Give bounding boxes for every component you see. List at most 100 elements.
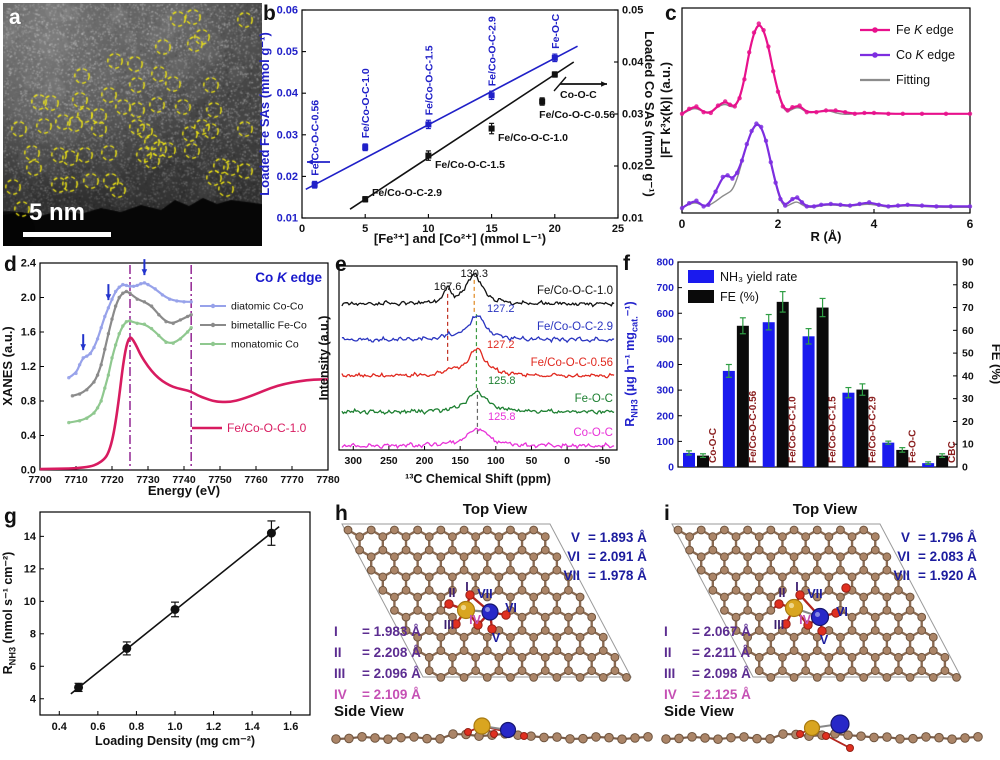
svg-text:= 2.096 Å: = 2.096 Å [362,666,421,681]
svg-text:4: 4 [871,217,878,231]
svg-text:Fe/Co-O-C-1.5: Fe/Co-O-C-1.5 [423,45,435,115]
svg-text:NH₃ yield rate: NH₃ yield rate [720,270,797,284]
svg-text:Fe/Co-O-C-2.9: Fe/Co-O-C-2.9 [867,396,878,463]
svg-text:0: 0 [962,462,968,474]
svg-text:0.0: 0.0 [21,465,36,477]
svg-text:60: 60 [962,325,974,337]
svg-text:Loading Density (mg cm⁻²): Loading Density (mg cm⁻²) [95,734,255,748]
svg-text:500: 500 [656,333,674,345]
svg-text:VI: VI [897,549,910,564]
svg-text:6: 6 [967,217,974,231]
svg-text:Fe-O-C: Fe-O-C [907,430,918,463]
svg-text:125.8: 125.8 [488,411,516,423]
scale-bar-label: 5 nm [29,199,86,226]
svg-text:50: 50 [526,455,538,467]
svg-text:Fe/Co-O-C-2.9: Fe/Co-O-C-2.9 [487,16,499,86]
svg-text:RNH3 (nmol s⁻¹ cm⁻²): RNH3 (nmol s⁻¹ cm⁻²) [1,552,18,675]
svg-text:[Fe³⁺] and [Co²⁺] (mmol L⁻¹): [Fe³⁺] and [Co²⁺] (mmol L⁻¹) [374,231,546,246]
svg-text:VI: VI [505,601,517,615]
svg-text:600: 600 [656,308,674,320]
svg-text:5: 5 [362,223,368,235]
svg-text:VII: VII [563,568,580,583]
svg-text:CBC: CBC [947,441,958,463]
svg-text:1.0: 1.0 [167,721,182,733]
svg-text:FE (%): FE (%) [720,290,759,304]
panel-a-tem: a 5 nm [3,3,262,246]
svg-text:VII: VII [807,587,822,601]
svg-text:Co-O-C: Co-O-C [708,428,719,463]
svg-text:0.8: 0.8 [129,721,144,733]
svg-text:Fe K edge: Fe K edge [896,23,954,37]
svg-text:1.2: 1.2 [206,721,221,733]
svg-text:Fe/Co-O-C-1.0: Fe/Co-O-C-1.0 [788,396,799,463]
svg-text:FE (%): FE (%) [989,344,1000,384]
svg-text:= 1.796 Å: = 1.796 Å [918,530,977,545]
svg-text:Loaded Co SAs (mmol g⁻¹): Loaded Co SAs (mmol g⁻¹) [642,31,657,197]
svg-text:Co-O-C: Co-O-C [560,89,597,101]
svg-text:= 2.208 Å: = 2.208 Å [362,645,421,660]
svg-text:0.02: 0.02 [622,161,643,173]
svg-text:1.2: 1.2 [21,361,36,373]
svg-text:diatomic Co-Co: diatomic Co-Co [231,301,304,313]
svg-text:0: 0 [668,462,674,474]
svg-text:12: 12 [24,563,36,575]
svg-text:0.03: 0.03 [622,109,643,121]
svg-text:RNH3 (μg h⁻¹ mgcat.⁻¹): RNH3 (μg h⁻¹ mgcat.⁻¹) [623,301,640,426]
svg-text:I: I [334,624,338,639]
svg-text:0.02: 0.02 [277,171,298,183]
svg-text:III: III [334,666,345,681]
svg-text:300: 300 [344,455,362,467]
svg-text:2: 2 [775,217,782,231]
svg-text:90: 90 [962,257,974,269]
svg-text:Fe-O-C: Fe-O-C [575,393,613,405]
svg-text:-50: -50 [595,455,610,467]
svg-text:0.01: 0.01 [622,213,643,225]
svg-text:Fe/Co-O-C-2.9: Fe/Co-O-C-2.9 [372,187,442,199]
svg-text:Fe/Co-O-C-1.5: Fe/Co-O-C-1.5 [435,159,505,171]
svg-text:Fe/Co-O-C-1.0: Fe/Co-O-C-1.0 [498,132,568,144]
svg-text:0: 0 [299,223,305,235]
svg-text:80: 80 [962,279,974,291]
svg-text:0.05: 0.05 [622,5,643,17]
svg-text:7770: 7770 [280,474,304,486]
svg-text:300: 300 [656,385,674,397]
svg-text:I: I [664,624,668,639]
svg-text:Co-O-C: Co-O-C [573,427,613,439]
svg-text:= 2.109 Å: = 2.109 Å [362,687,421,702]
svg-text:7760: 7760 [244,474,268,486]
svg-text:0: 0 [679,217,686,231]
svg-text:7720: 7720 [100,474,124,486]
svg-text:Fe/Co-O-C-1.0: Fe/Co-O-C-1.0 [227,421,307,435]
svg-text:= 1.978 Å: = 1.978 Å [588,568,647,583]
svg-text:Fe/Co-O-C-1.0: Fe/Co-O-C-1.0 [360,68,372,138]
panel-d-chart: 7700 7710 7720 7730 7740 7750 7760 7770 7780 0.0 0… [0,258,340,499]
svg-text:20: 20 [962,416,974,428]
svg-text:bimetallic Fe-Co: bimetallic Fe-Co [231,320,307,332]
svg-text:1.6: 1.6 [283,721,298,733]
svg-text:XANES (a.u.): XANES (a.u.) [0,326,15,405]
svg-text:0.04: 0.04 [277,88,299,100]
svg-text:R (Å): R (Å) [810,229,841,244]
svg-text:V: V [492,631,501,645]
svg-text:4: 4 [30,693,37,705]
svg-text:127.2: 127.2 [487,303,515,315]
svg-text:8: 8 [30,628,36,640]
svg-text:Fe/Co-O-C-2.9: Fe/Co-O-C-2.9 [537,321,613,333]
panel-f-label: f [623,252,630,275]
tem-image [3,3,262,246]
svg-text:VI: VI [567,549,580,564]
panel-h-label: h [335,502,348,525]
svg-text:Intensity (a.u.): Intensity (a.u.) [317,316,331,401]
svg-text:monatomic Co: monatomic Co [231,339,299,351]
svg-text:Fe/Co-O-C-0.56: Fe/Co-O-C-0.56 [539,109,615,121]
svg-text:I: I [795,580,798,594]
svg-text:VII: VII [477,587,492,601]
svg-text:0.04: 0.04 [622,57,644,69]
svg-text:200: 200 [656,410,674,422]
svg-text:Side View: Side View [334,703,404,720]
svg-text:25: 25 [612,223,624,235]
panel-c-chart: 0 2 4 6 Fe K edge Co K edge Fitting |FT k³x(k)|… [658,7,974,244]
svg-text:Loaded Fe SAs (mmol g⁻¹): Loaded Fe SAs (mmol g⁻¹) [257,32,272,196]
